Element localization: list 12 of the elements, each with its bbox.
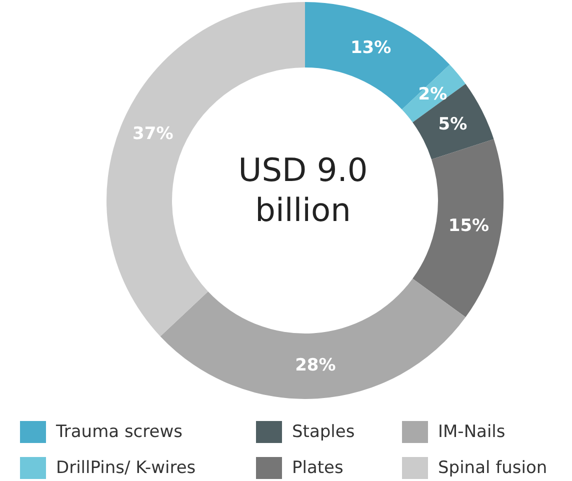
text: USD 9.0 billion [237, 150, 369, 230]
data-label: 28% [295, 355, 336, 376]
data-label: 15% [448, 216, 490, 236]
legend-label: Staples [291, 421, 356, 444]
legend-label: Trauma screws [55, 421, 184, 444]
data-label: 5% [438, 114, 468, 135]
legend-label: Plates [291, 457, 344, 480]
legend-label: Spinal fusion [437, 457, 548, 480]
legend-label: IM-Nails [437, 421, 506, 444]
data-label: 13% [350, 38, 392, 58]
data-label: 2% [418, 84, 448, 104]
legend-label: DrillPins/ K-wires [55, 457, 197, 480]
